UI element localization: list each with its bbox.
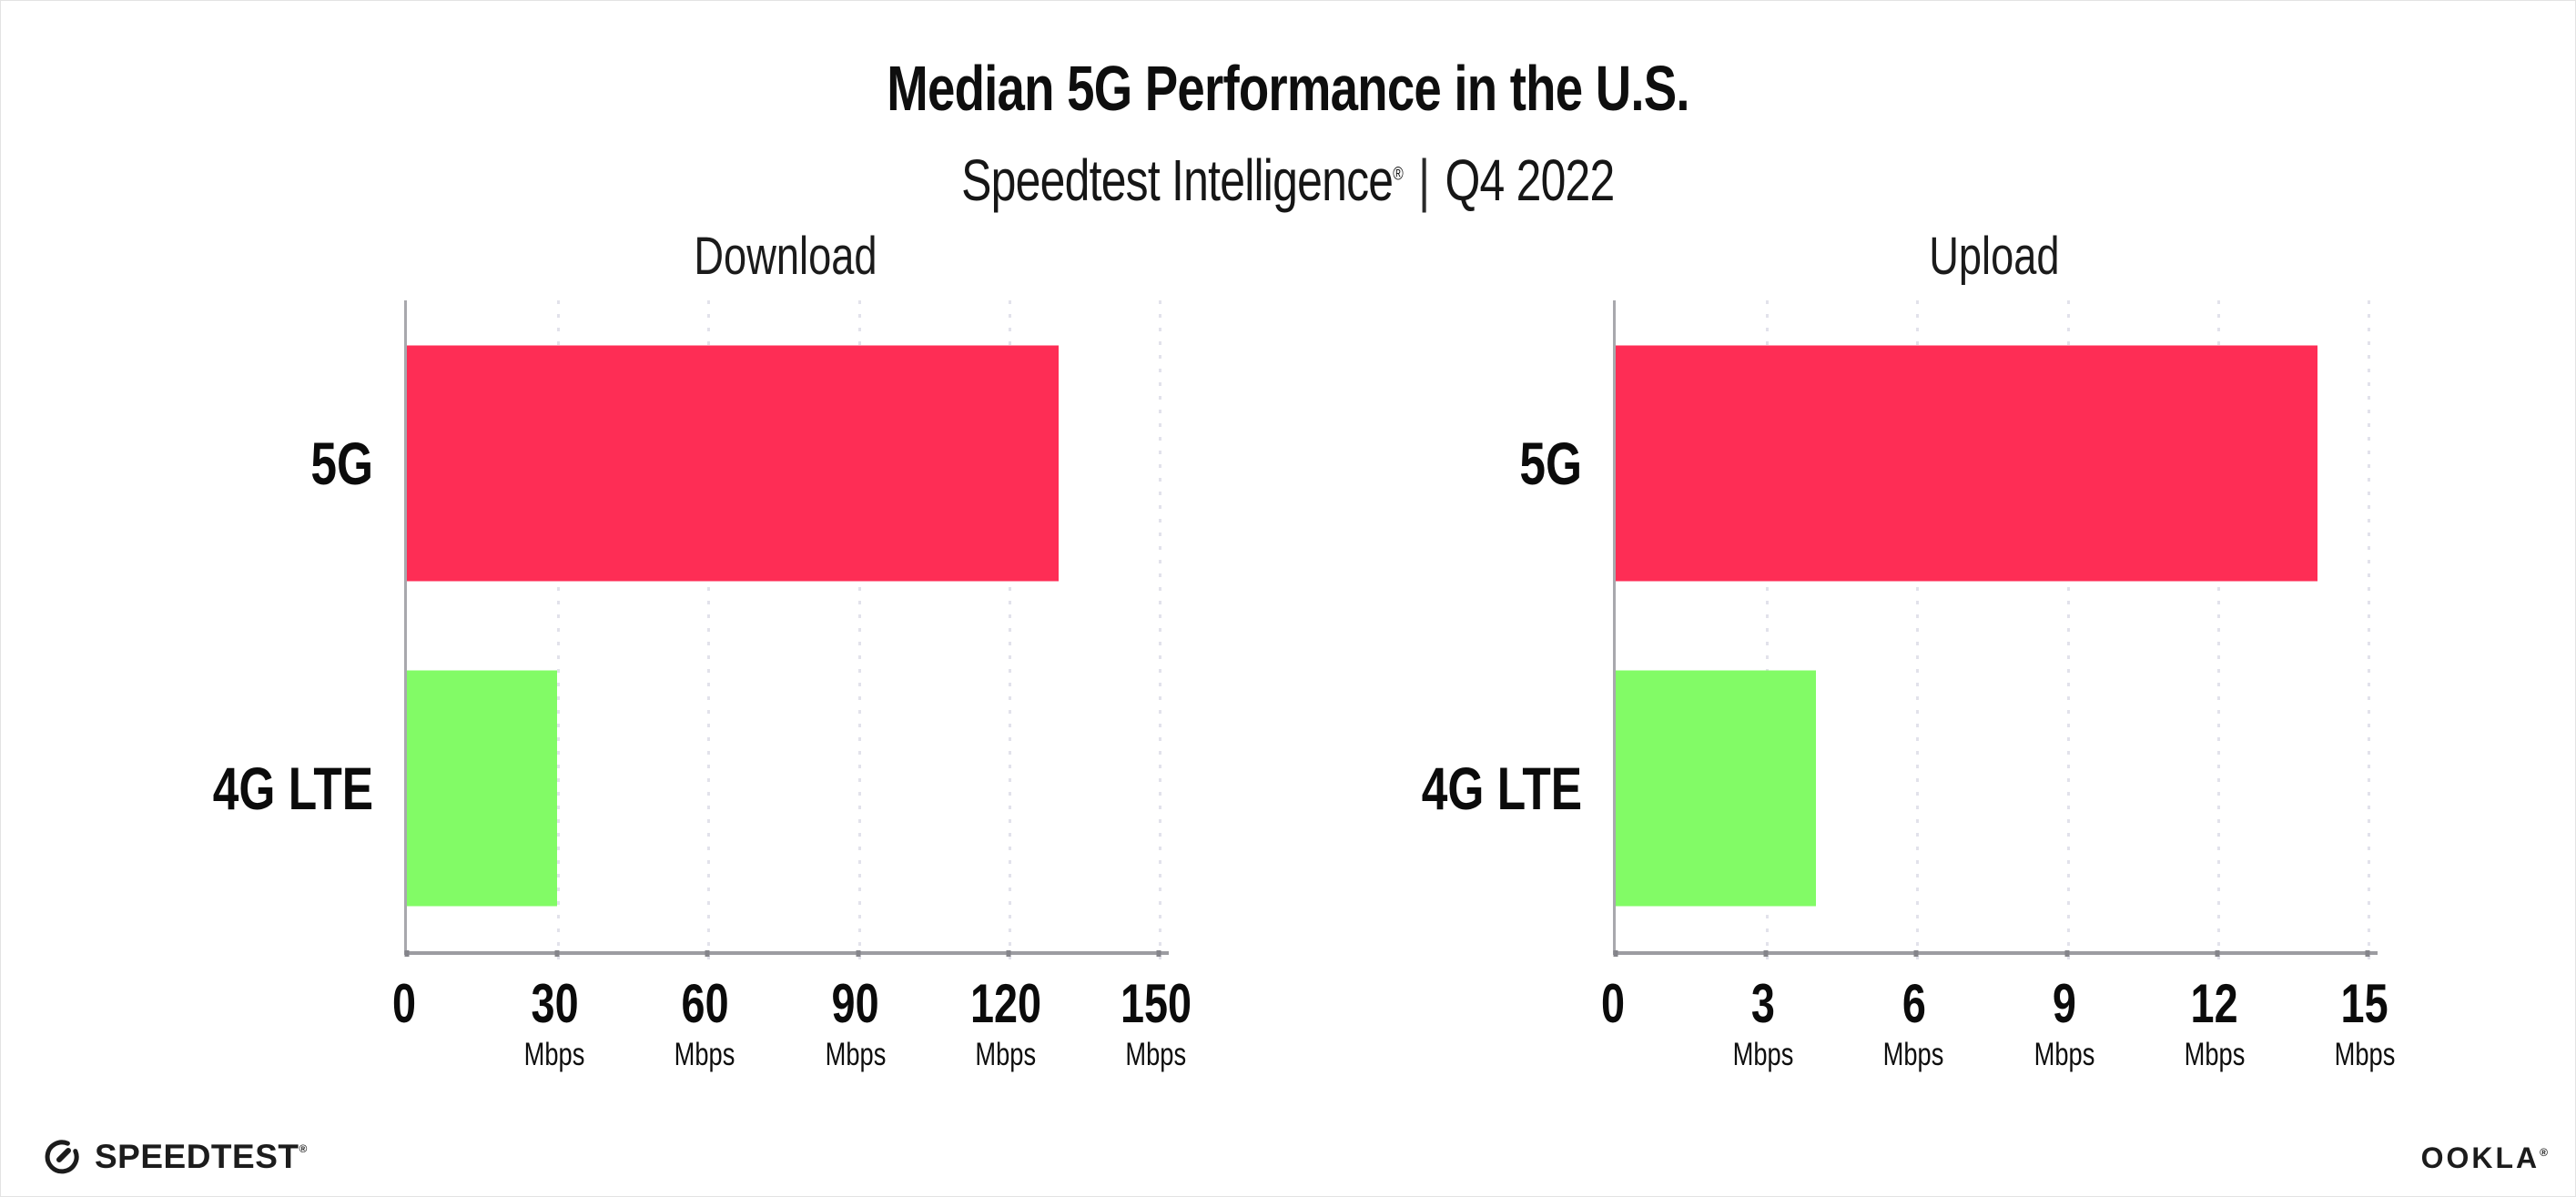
upload-x-axis-line <box>1613 951 2378 955</box>
upload-y-axis-labels: 5G 4G LTE <box>1313 300 1582 951</box>
x-tick-value: 3 <box>1751 973 1776 1034</box>
category-label-4g-lte: 4G LTE <box>1421 755 1582 823</box>
x-tick-unit: Mbps <box>975 1037 1037 1072</box>
gridline-6 <box>1916 300 1920 964</box>
x-tick-12: 12 Mbps <box>2175 977 2254 1073</box>
subtitle-period: Q4 2022 <box>1445 147 1616 214</box>
gridline-9 <box>2066 300 2070 964</box>
gridline-30 <box>557 300 561 964</box>
bar-row-4g-lte <box>407 626 1169 952</box>
speedtest-logo-text: SPEEDTEST® <box>95 1138 308 1175</box>
gridline-150 <box>1158 300 1161 964</box>
registered-mark-icon: ® <box>1393 164 1404 185</box>
tick-mark-15 <box>2365 950 2370 957</box>
x-tick-0: 0 <box>389 977 419 1031</box>
x-tick-90: 90 Mbps <box>816 977 895 1073</box>
category-label-4g-lte: 4G LTE <box>212 755 373 823</box>
gridline-60 <box>707 300 711 964</box>
tick-mark-0 <box>1613 950 1618 957</box>
x-tick-value: 9 <box>2052 973 2076 1034</box>
gridline-15 <box>2367 300 2370 964</box>
upload-x-axis-tick-labels: 0 3 Mbps 6 Mbps 9 Mbps 12 Mbps 15 Mbps <box>1601 977 2395 1100</box>
gridline-90 <box>857 300 861 964</box>
x-tick-3: 3 Mbps <box>1724 977 1802 1073</box>
x-tick-unit: Mbps <box>2033 1037 2094 1072</box>
x-tick-value: 6 <box>1902 973 1926 1034</box>
bar-row-5g <box>407 300 1169 626</box>
x-tick-6: 6 Mbps <box>1875 977 1953 1073</box>
x-tick-unit: Mbps <box>1125 1037 1187 1072</box>
category-label-5g: 5G <box>1519 429 1582 497</box>
tick-mark-30 <box>554 950 560 957</box>
gridline-120 <box>1008 300 1011 964</box>
tick-mark-120 <box>1006 950 1011 957</box>
speedtest-gauge-icon <box>45 1140 79 1174</box>
bar-row-5g <box>1616 300 2378 626</box>
tick-mark-60 <box>705 950 710 957</box>
subtitle-brand: Speedtest Intelligence <box>961 147 1394 214</box>
x-tick-value: 120 <box>969 973 1041 1034</box>
upload-chart-title: Upload <box>1928 227 2060 286</box>
x-tick-0: 0 <box>1597 977 1628 1031</box>
x-tick-value: 60 <box>681 973 729 1034</box>
page-title: Median 5G Performance in the U.S. <box>887 52 1689 124</box>
tick-mark-150 <box>1156 950 1161 957</box>
x-tick-9: 9 Mbps <box>2025 977 2104 1073</box>
x-tick-value: 30 <box>531 973 579 1034</box>
x-tick-unit: Mbps <box>674 1037 735 1072</box>
x-tick-value: 0 <box>391 973 417 1034</box>
x-tick-value: 150 <box>1120 973 1192 1034</box>
download-y-axis-labels: 5G 4G LTE <box>104 300 373 951</box>
x-tick-30: 30 Mbps <box>515 977 593 1073</box>
download-x-axis-tick-labels: 0 30 Mbps 60 Mbps 90 Mbps 120 Mbps 150 Mbps <box>392 977 1192 1100</box>
gridline-3 <box>1766 300 1770 964</box>
registered-mark-icon: ® <box>299 1142 308 1155</box>
4g-lte-bar <box>1616 670 1817 907</box>
x-tick-value: 0 <box>1600 973 1626 1034</box>
x-tick-unit: Mbps <box>2334 1037 2396 1072</box>
upload-chart: Upload 5G 4G LTE 0 3 Mbps 6 Mbps 9 Mbps 12 Mbps 15… <box>1313 226 2396 1100</box>
x-tick-value: 90 <box>831 973 879 1034</box>
x-tick-unit: Mbps <box>523 1037 585 1072</box>
subtitle-separator: | <box>1418 147 1430 214</box>
download-chart-title: Download <box>693 227 877 286</box>
upload-plot-area <box>1613 300 2378 964</box>
x-tick-value: 12 <box>2190 973 2238 1034</box>
x-tick-15: 15 Mbps <box>2326 977 2404 1073</box>
category-label-5g: 5G <box>310 429 373 497</box>
tick-mark-6 <box>1913 950 1919 957</box>
tick-mark-0 <box>404 950 410 957</box>
download-chart: Download 5G 4G LTE 0 30 Mbps 60 Mbps 90 Mbps 120… <box>104 226 1192 1100</box>
x-tick-unit: Mbps <box>825 1037 886 1072</box>
download-x-axis-line <box>404 951 1169 955</box>
download-bars <box>407 300 1169 951</box>
x-tick-unit: Mbps <box>2184 1037 2246 1072</box>
registered-mark-icon: ® <box>2540 1146 2551 1159</box>
x-tick-60: 60 Mbps <box>666 977 745 1073</box>
download-plot-area <box>404 300 1169 964</box>
tick-mark-12 <box>2215 950 2220 957</box>
speedtest-logo: SPEEDTEST® <box>42 1137 308 1177</box>
x-tick-unit: Mbps <box>1883 1037 1944 1072</box>
x-tick-150: 150 Mbps <box>1111 977 1202 1073</box>
gridline-12 <box>2216 300 2220 964</box>
page-subtitle: Speedtest Intelligence® | Q4 2022 <box>0 147 2576 214</box>
tick-mark-3 <box>1763 950 1769 957</box>
x-tick-unit: Mbps <box>1732 1037 1794 1072</box>
bar-row-4g-lte <box>1616 626 2378 952</box>
5g-bar <box>407 345 1059 582</box>
tick-mark-90 <box>856 950 861 957</box>
tick-mark-9 <box>2064 950 2070 957</box>
4g-lte-bar <box>407 670 558 907</box>
x-tick-value: 15 <box>2340 973 2389 1034</box>
ookla-logo-text: OOKLA <box>2420 1141 2541 1174</box>
5g-bar <box>1616 345 2317 582</box>
ookla-logo: OOKLA® <box>2421 1141 2551 1175</box>
x-tick-120: 120 Mbps <box>960 977 1051 1073</box>
upload-bars <box>1616 300 2378 951</box>
